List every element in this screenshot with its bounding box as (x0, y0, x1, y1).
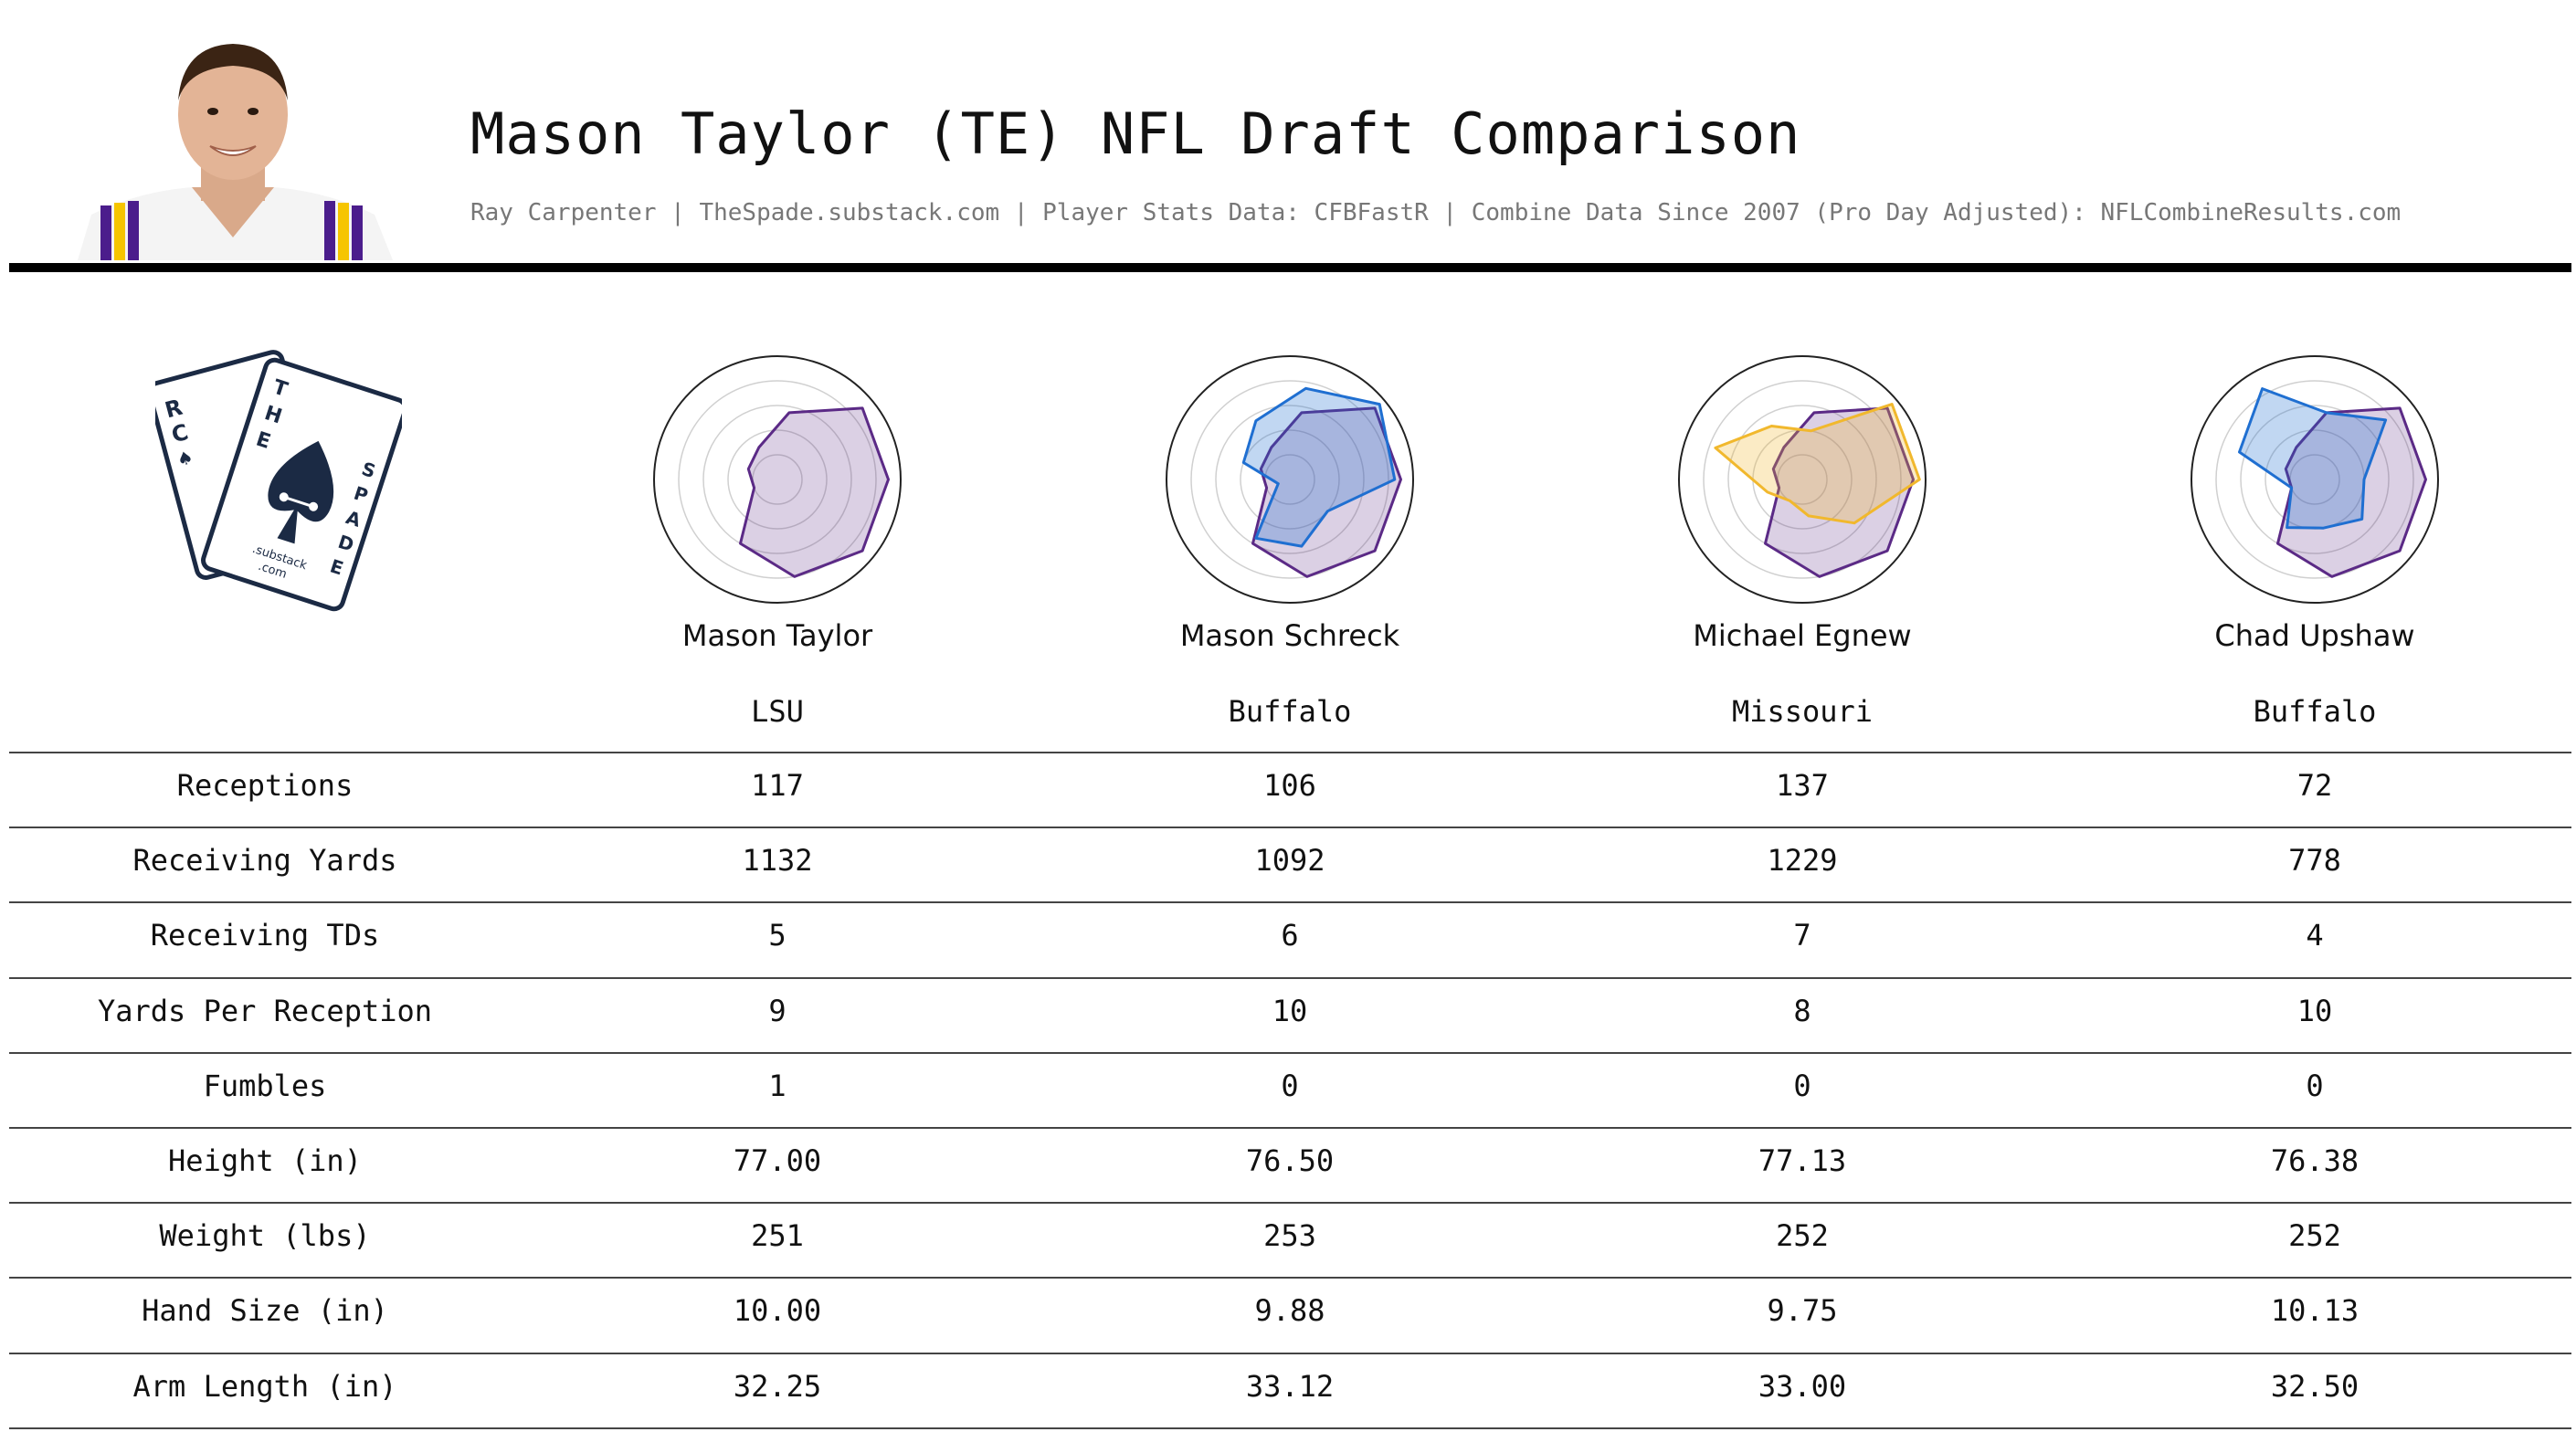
svg-text:T: T (270, 375, 290, 401)
row-label: Yards Per Reception (97, 994, 433, 1028)
table-cell: 1229 (1767, 843, 1838, 878)
table-divider (9, 752, 2571, 753)
player-school: Missouri (1731, 694, 1874, 729)
radar-chart-2 (1166, 355, 1414, 604)
table-divider (9, 1202, 2571, 1204)
player-school: Buffalo (1228, 694, 1352, 729)
radar-series-1 (1764, 406, 1915, 578)
row-label: Fumbles (203, 1069, 327, 1103)
table-cell: 77.00 (733, 1143, 822, 1178)
table-divider (9, 1427, 2571, 1429)
page-title: Mason Taylor (TE) NFL Draft Comparison (470, 100, 1801, 167)
radar-outer-ring (1166, 355, 1414, 604)
radar-series-2 (1714, 403, 1921, 525)
player-name: Chad Upshaw (2214, 618, 2415, 653)
radar-series-1 (1251, 406, 1402, 578)
radar-series-1 (2276, 406, 2427, 578)
player-headshot (78, 44, 393, 260)
player-name: Mason Taylor (681, 618, 873, 653)
the-spade-logo: R C ♠ T H E S P A D E .substack .com (155, 350, 402, 612)
radar-chart-1 (653, 355, 902, 604)
table-cell: 7 (1793, 918, 1811, 953)
table-cell: 32.25 (733, 1369, 822, 1404)
table-divider (9, 1277, 2571, 1279)
row-label: Receiving TDs (150, 918, 380, 953)
table-cell: 9.75 (1767, 1293, 1838, 1328)
table-cell: 1132 (742, 843, 813, 878)
table-cell: 0 (2306, 1069, 2324, 1103)
radar-gridline (2215, 380, 2414, 579)
table-cell: 10.00 (733, 1293, 822, 1328)
table-cell: 33.00 (1758, 1369, 1847, 1404)
table-cell: 76.50 (1245, 1143, 1335, 1178)
table-cell: 1 (768, 1069, 787, 1103)
table-cell: 0 (1281, 1069, 1299, 1103)
table-cell: 251 (751, 1218, 804, 1253)
table-cell: 10 (1272, 994, 1308, 1028)
radar-series-1 (739, 406, 890, 578)
table-cell: 33.12 (1245, 1369, 1335, 1404)
player-name: Michael Egnew (1693, 618, 1912, 653)
player-school: LSU (751, 694, 804, 729)
row-label: Receiving Yards (132, 843, 397, 878)
svg-text:E: E (253, 428, 273, 454)
table-cell: 1092 (1254, 843, 1325, 878)
radar-gridline (678, 380, 877, 579)
row-label: Height (in) (168, 1143, 362, 1178)
table-divider (9, 827, 2571, 828)
radar-gridline (2240, 405, 2390, 554)
header-divider (9, 263, 2571, 272)
player-name: Mason Schreck (1179, 618, 1400, 653)
table-divider (9, 901, 2571, 903)
radar-gridline (1240, 429, 1340, 530)
table-cell: 253 (1263, 1218, 1316, 1253)
page-subtitle: Ray Carpenter | TheSpade.substack.com | … (470, 199, 2402, 226)
radar-outer-ring (1678, 355, 1927, 604)
player-school: Buffalo (2253, 694, 2377, 729)
row-label: Hand Size (in) (142, 1293, 388, 1328)
svg-text:D: D (335, 531, 356, 556)
table-cell: 252 (2288, 1218, 2341, 1253)
row-label: Arm Length (in) (132, 1369, 397, 1404)
table-cell: 10 (2296, 994, 2333, 1028)
table-cell: 0 (1793, 1069, 1811, 1103)
svg-text:♠: ♠ (175, 445, 195, 473)
table-cell: 252 (1776, 1218, 1829, 1253)
row-label: Receptions (176, 768, 354, 803)
radar-outer-ring (2191, 355, 2439, 604)
table-cell: 32.50 (2270, 1369, 2360, 1404)
table-cell: 9 (768, 994, 787, 1028)
table-cell: 72 (2296, 768, 2333, 803)
table-divider (9, 1052, 2571, 1054)
table-divider (9, 1353, 2571, 1354)
table-cell: 76.38 (2270, 1143, 2360, 1178)
radar-gridline (1727, 405, 1877, 554)
table-cell: 8 (1793, 994, 1811, 1028)
radar-gridline (1215, 405, 1365, 554)
svg-text:P: P (351, 482, 370, 507)
svg-text:S: S (359, 458, 378, 482)
radar-gridline (1703, 380, 1902, 579)
radar-outer-ring (653, 355, 902, 604)
radar-chart-4 (2191, 355, 2439, 604)
row-label: Weight (lbs) (159, 1218, 371, 1253)
table-cell: 4 (2306, 918, 2324, 953)
radar-series-2 (1241, 386, 1397, 548)
table-cell: 77.13 (1758, 1143, 1847, 1178)
table-divider (9, 1127, 2571, 1129)
table-divider (9, 977, 2571, 979)
table-cell: 106 (1263, 768, 1316, 803)
table-cell: 9.88 (1254, 1293, 1325, 1328)
table-cell: 117 (751, 768, 804, 803)
table-cell: 5 (768, 918, 787, 953)
radar-chart-3 (1678, 355, 1927, 604)
table-cell: 10.13 (2270, 1293, 2360, 1328)
table-cell: 137 (1776, 768, 1829, 803)
radar-gridline (1190, 380, 1389, 579)
radar-series-2 (2238, 387, 2388, 530)
radar-gridline (727, 429, 828, 530)
table-cell: 778 (2288, 843, 2341, 878)
radar-gridline (702, 405, 852, 554)
table-cell: 6 (1281, 918, 1299, 953)
